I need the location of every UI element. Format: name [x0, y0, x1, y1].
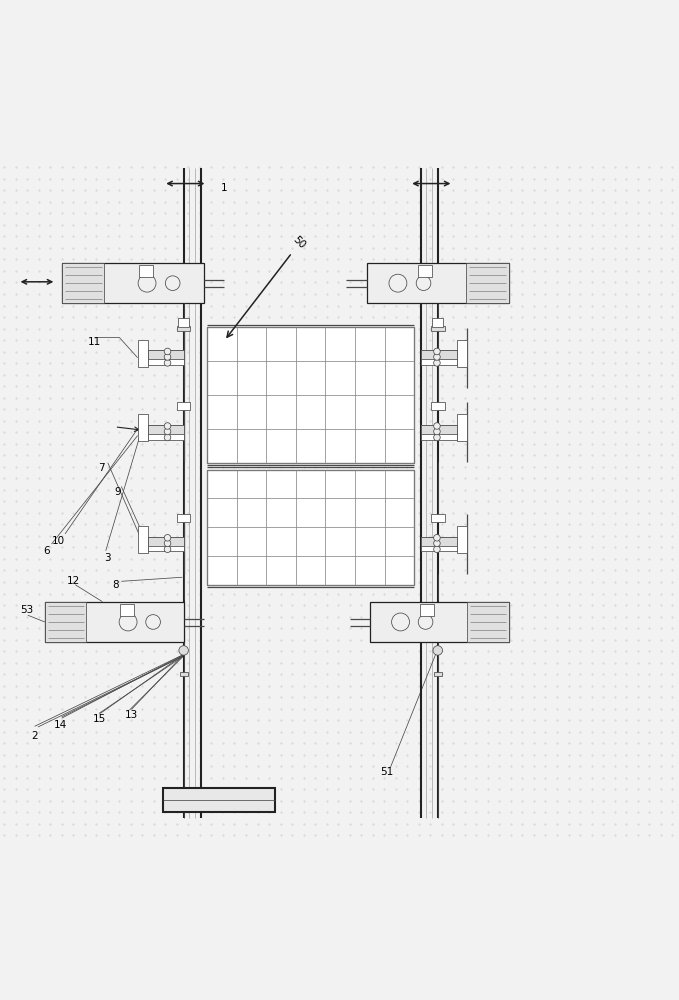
- Text: 15: 15: [92, 714, 105, 724]
- Text: 12: 12: [67, 576, 81, 586]
- Bar: [45, 602, 183, 642]
- Bar: [139, 265, 153, 277]
- Text: 13: 13: [125, 710, 138, 720]
- Bar: [164, 788, 275, 812]
- Bar: [177, 402, 190, 410]
- Circle shape: [434, 354, 440, 360]
- Bar: [421, 350, 457, 365]
- Bar: [457, 340, 467, 367]
- Bar: [207, 470, 414, 585]
- Bar: [370, 602, 509, 642]
- Circle shape: [434, 535, 440, 541]
- Circle shape: [392, 613, 409, 631]
- Circle shape: [434, 546, 440, 553]
- Circle shape: [179, 646, 188, 655]
- Text: 10: 10: [52, 536, 65, 546]
- Bar: [421, 537, 457, 551]
- Bar: [420, 604, 434, 616]
- Circle shape: [434, 434, 440, 441]
- Bar: [148, 350, 183, 365]
- Bar: [421, 425, 457, 434]
- Bar: [367, 263, 509, 303]
- Circle shape: [166, 276, 180, 290]
- Circle shape: [138, 274, 156, 292]
- Circle shape: [389, 274, 407, 292]
- Circle shape: [164, 434, 171, 441]
- Text: 2: 2: [31, 731, 38, 741]
- Circle shape: [164, 540, 171, 547]
- Text: 51: 51: [380, 767, 394, 777]
- Bar: [466, 263, 509, 303]
- Bar: [457, 526, 467, 553]
- Text: 11: 11: [88, 337, 100, 347]
- Text: 53: 53: [20, 605, 33, 615]
- Bar: [434, 672, 442, 676]
- Circle shape: [164, 354, 171, 360]
- Circle shape: [416, 276, 431, 290]
- Bar: [138, 526, 148, 553]
- Text: 1: 1: [221, 183, 227, 193]
- Circle shape: [164, 360, 171, 366]
- Bar: [421, 350, 457, 359]
- Text: 6: 6: [43, 546, 50, 556]
- Circle shape: [164, 348, 171, 355]
- Bar: [148, 537, 183, 551]
- Text: 9: 9: [114, 487, 121, 497]
- Bar: [148, 425, 183, 440]
- Bar: [179, 672, 187, 676]
- Bar: [421, 425, 457, 440]
- Circle shape: [434, 540, 440, 547]
- Bar: [433, 318, 443, 327]
- Bar: [431, 402, 445, 410]
- Bar: [177, 514, 190, 522]
- Bar: [62, 263, 105, 303]
- Bar: [45, 602, 86, 642]
- Circle shape: [164, 423, 171, 429]
- Bar: [62, 263, 204, 303]
- Text: 8: 8: [113, 580, 120, 590]
- Bar: [467, 602, 509, 642]
- Circle shape: [418, 615, 433, 629]
- Text: 50: 50: [291, 234, 307, 251]
- Bar: [138, 340, 148, 367]
- Circle shape: [119, 613, 137, 631]
- Circle shape: [164, 546, 171, 553]
- Text: 3: 3: [105, 553, 111, 563]
- Text: 14: 14: [54, 720, 67, 730]
- Bar: [431, 514, 445, 522]
- Circle shape: [434, 428, 440, 435]
- Bar: [178, 318, 189, 327]
- Circle shape: [433, 646, 443, 655]
- Circle shape: [164, 428, 171, 435]
- Bar: [120, 604, 134, 616]
- Bar: [138, 414, 148, 441]
- Circle shape: [434, 360, 440, 366]
- Circle shape: [146, 615, 160, 629]
- Text: 7: 7: [98, 463, 105, 473]
- Bar: [207, 327, 414, 463]
- Bar: [148, 537, 183, 546]
- Bar: [431, 326, 445, 331]
- Circle shape: [434, 423, 440, 429]
- Bar: [177, 326, 190, 331]
- Bar: [148, 350, 183, 359]
- Bar: [148, 425, 183, 434]
- Bar: [421, 537, 457, 546]
- Circle shape: [434, 348, 440, 355]
- Bar: [418, 265, 432, 277]
- Bar: [457, 414, 467, 441]
- Circle shape: [164, 535, 171, 541]
